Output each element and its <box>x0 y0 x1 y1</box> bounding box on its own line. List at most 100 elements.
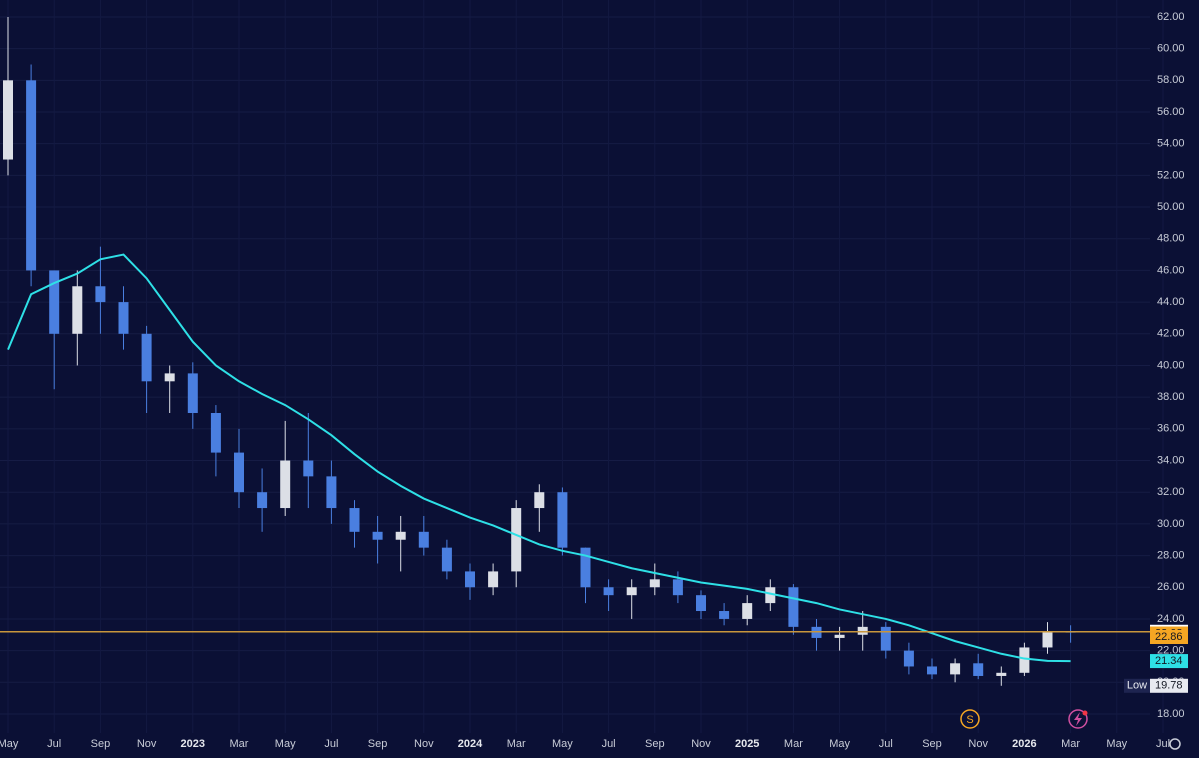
y-tick-label: 30.00 <box>1157 518 1185 530</box>
candle-body <box>488 571 499 588</box>
x-tick-label: Mar <box>230 738 249 750</box>
candle-body <box>418 531 429 548</box>
x-tick-label: Nov <box>137 738 157 750</box>
candle-body <box>465 571 475 588</box>
candle-body <box>742 603 753 619</box>
x-tick-label: May <box>829 738 850 750</box>
x-tick-label: Jul <box>602 738 616 750</box>
y-tick-label: 62.00 <box>1157 11 1185 23</box>
candle-body <box>395 531 406 540</box>
candle-body <box>973 663 984 676</box>
alert-dot <box>1082 710 1088 716</box>
y-tick-label: 60.00 <box>1157 43 1185 55</box>
candle-body <box>672 579 683 596</box>
y-tick-label: 54.00 <box>1157 138 1185 150</box>
candle-body <box>511 508 522 572</box>
candle-body <box>626 587 637 596</box>
candle-body <box>280 460 291 509</box>
x-tick-label: Jul <box>879 738 893 750</box>
y-tick-label: 56.00 <box>1157 106 1185 118</box>
settings-button[interactable] <box>1169 738 1181 750</box>
candle-body <box>349 508 360 532</box>
candle-body <box>857 626 868 635</box>
x-tick-label: Sep <box>91 738 111 750</box>
y-tick-label: 46.00 <box>1157 264 1185 276</box>
x-tick-label: Nov <box>968 738 988 750</box>
candle-body <box>257 492 268 509</box>
alert-bolt <box>1074 712 1082 726</box>
candle-body <box>1042 631 1053 648</box>
candle-body <box>557 492 568 548</box>
y-tick-label: 26.00 <box>1157 581 1185 593</box>
event-label[interactable]: S <box>966 714 973 726</box>
candle-body <box>1019 647 1030 673</box>
x-tick-label: Mar <box>1061 738 1080 750</box>
y-tick-label: 38.00 <box>1157 391 1185 403</box>
candle-body <box>950 663 961 675</box>
x-tick-label: Jul <box>1156 738 1170 750</box>
price-label: 19.78 <box>1155 680 1183 692</box>
y-tick-label: 44.00 <box>1157 296 1185 308</box>
candle-body <box>996 672 1007 676</box>
event-icon[interactable] <box>960 709 980 729</box>
price-label-bg <box>1150 678 1188 693</box>
y-tick-label: 28.00 <box>1157 549 1185 561</box>
candle-body <box>326 476 337 509</box>
candle-body <box>880 626 891 651</box>
candle-body <box>765 587 776 604</box>
x-tick-label: May <box>552 738 573 750</box>
candle-body <box>534 492 545 509</box>
price-label-name: Low <box>1127 680 1147 692</box>
x-tick-label: May <box>1106 738 1127 750</box>
x-tick-label: May <box>0 738 19 750</box>
candle-body <box>49 270 60 334</box>
y-tick-label: 48.00 <box>1157 233 1185 245</box>
x-tick-label: May <box>275 738 296 750</box>
candle-body <box>210 412 221 453</box>
y-tick-label: 18.00 <box>1157 708 1185 720</box>
y-tick-label: 40.00 <box>1157 359 1185 371</box>
price-label-bg <box>1150 629 1188 644</box>
price-label: 21.34 <box>1155 655 1183 667</box>
price-label-bg <box>1150 654 1188 669</box>
y-tick-label: 32.00 <box>1157 486 1185 498</box>
candle-body <box>141 333 152 382</box>
candle-body <box>234 452 244 493</box>
y-tick-label: 22.00 <box>1157 645 1185 657</box>
moving-average <box>7 253 1071 663</box>
candle-body <box>788 587 799 627</box>
candle-body <box>580 547 591 588</box>
candle-body <box>95 286 106 303</box>
candle-body <box>3 80 13 160</box>
alert-icon[interactable] <box>1068 709 1088 729</box>
y-tick-label: 52.00 <box>1157 169 1185 181</box>
candle-body <box>927 666 937 675</box>
x-tick-label: Nov <box>691 738 711 750</box>
y-tick-label: 24.00 <box>1157 613 1185 625</box>
x-tick-label: 2024 <box>458 738 483 750</box>
candle-body <box>696 595 706 612</box>
candle-body <box>441 547 452 572</box>
y-tick-label: 42.00 <box>1157 328 1185 340</box>
candle-body <box>372 531 383 540</box>
x-tick-label: Jul <box>324 738 338 750</box>
x-tick-label: Sep <box>922 738 942 750</box>
candle-body <box>118 302 129 334</box>
candle-body <box>72 286 83 334</box>
candle-body <box>303 460 314 477</box>
candle-body <box>187 373 198 413</box>
x-tick-label: 2026 <box>1012 738 1036 750</box>
x-tick-label: Nov <box>414 738 434 750</box>
y-tick-label: 58.00 <box>1157 74 1185 86</box>
x-tick-label: 2025 <box>735 738 759 750</box>
x-tick-label: Sep <box>368 738 388 750</box>
y-tick-label: 50.00 <box>1157 201 1185 213</box>
candle-body <box>649 579 660 588</box>
x-tick-label: Sep <box>645 738 665 750</box>
candle-body <box>603 587 614 596</box>
x-tick-label: Mar <box>784 738 803 750</box>
candle-body <box>719 611 730 619</box>
